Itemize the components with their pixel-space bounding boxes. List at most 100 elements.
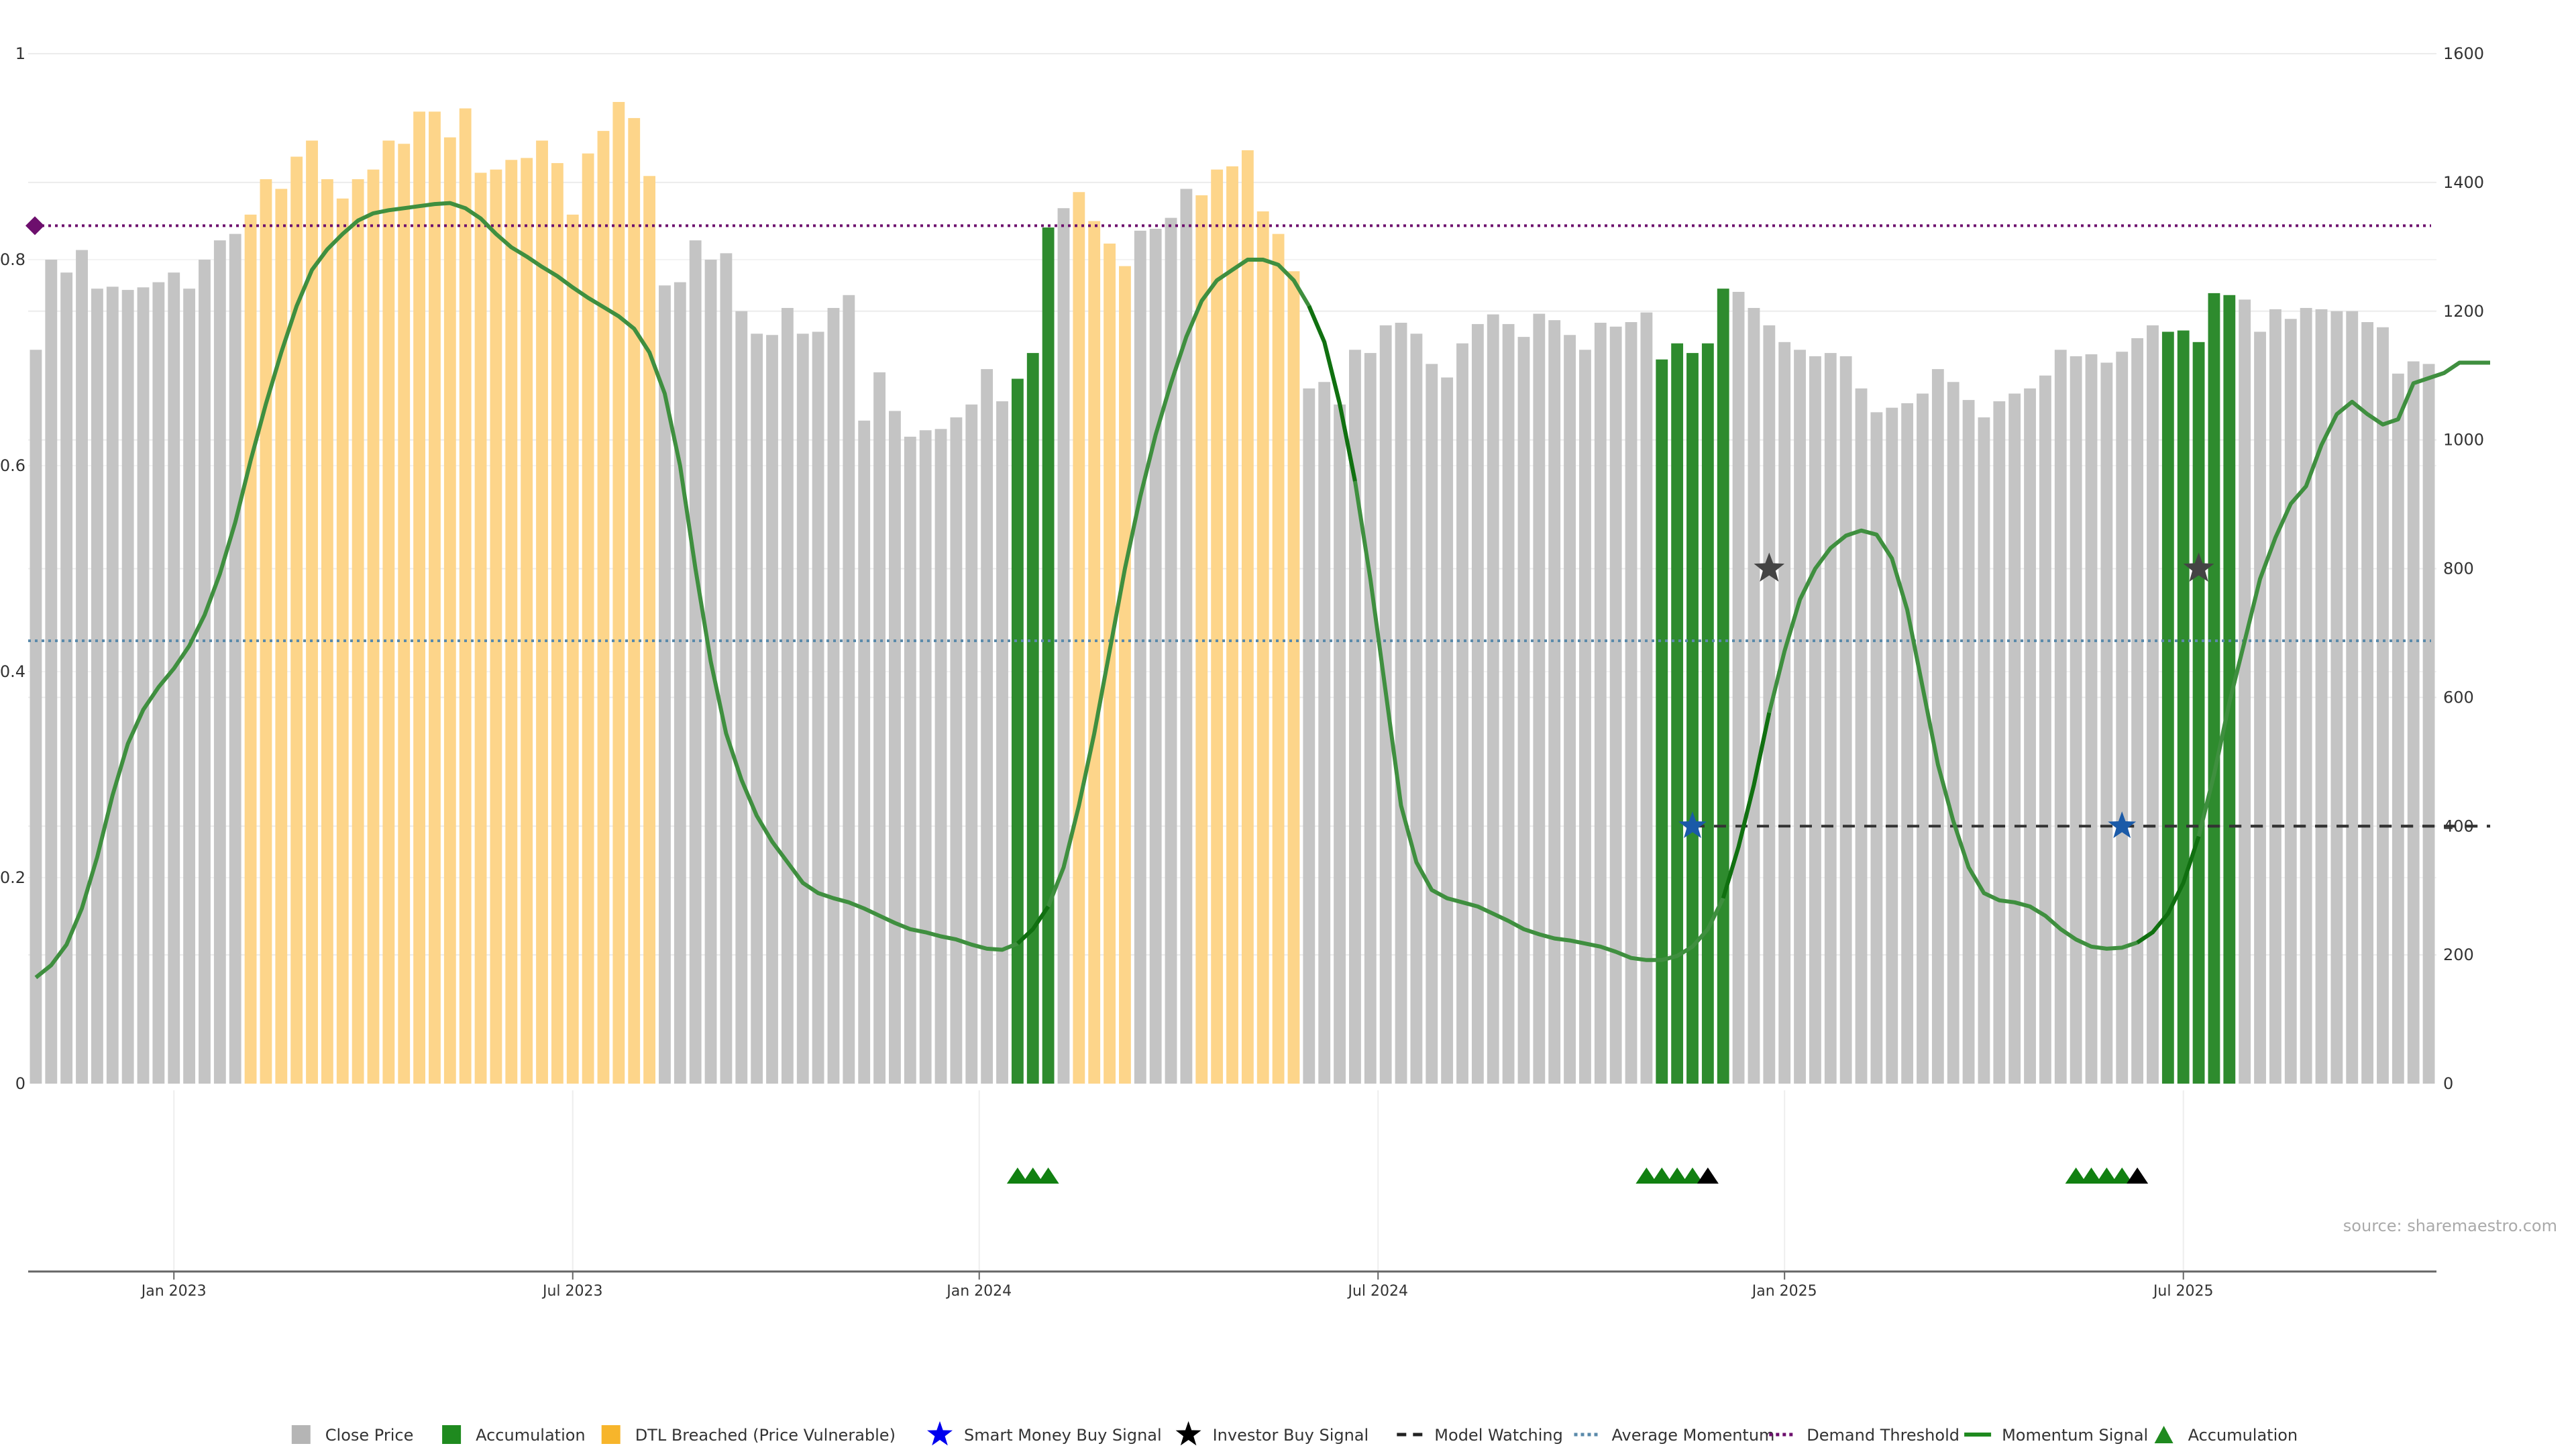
legend-label-7: Demand Threshold (1807, 1426, 1960, 1445)
legend-item-4[interactable]: Investor Buy Signal (1175, 1421, 1369, 1446)
bar-grey-97 (1517, 337, 1530, 1084)
bar-dtl-69 (1088, 221, 1101, 1084)
bar-grey-91 (1426, 364, 1438, 1084)
legend-swatch-star-4 (1175, 1421, 1201, 1446)
axes: Jan 2023 Jul 2023 Jan 2024 Jul 2024 Jan 2025… (0, 44, 2484, 1300)
bar-grey-7 (137, 287, 150, 1084)
bar-grey-134 (2085, 354, 2098, 1084)
x-tick-label-3: Jul 2024 (1346, 1283, 1408, 1300)
bar-dtl-78 (1226, 166, 1238, 1084)
bar-dtl-37 (597, 131, 610, 1084)
bar-grey-151 (2346, 311, 2359, 1084)
legend[interactable]: Close Price Accumulation DTL Breached (Pri… (291, 1421, 2298, 1446)
accumulation-triangle-9 (2080, 1168, 2102, 1184)
legend-swatch-square-0 (291, 1425, 311, 1444)
smart-money-signal-star-0 (1678, 811, 1707, 838)
bar-grey-93 (1456, 343, 1468, 1084)
accumulation-triangle-7 (1697, 1168, 1719, 1184)
legend-label-0: Close Price (325, 1426, 414, 1445)
bar-dtl-23 (382, 140, 395, 1084)
bar-grey-45 (720, 253, 733, 1084)
bar-grey-41 (659, 285, 671, 1084)
bar-grey-74 (1165, 217, 1177, 1084)
bar-grey-126 (1962, 400, 1975, 1084)
momentum-line-segment-2 (1721, 712, 1772, 899)
bar-dtl-81 (1272, 234, 1285, 1084)
bar-dtl-25 (413, 111, 426, 1084)
legend-item-3[interactable]: Smart Money Buy Signal (927, 1421, 1162, 1446)
accumulation-triangle-10 (2096, 1168, 2118, 1184)
legend-item-7[interactable]: Demand Threshold (1769, 1426, 1960, 1445)
legend-item-9[interactable]: Accumulation (2154, 1426, 2298, 1445)
x-tick-label-5: Jul 2025 (2152, 1283, 2214, 1300)
right-tick-label-0: 0 (2443, 1074, 2453, 1093)
accumulation-triangle-3 (1635, 1168, 1658, 1184)
reference-lines (25, 216, 2491, 828)
bar-dtl-80 (1256, 211, 1269, 1084)
bar-grey-46 (735, 311, 748, 1084)
momentum-line-segment-0 (1016, 905, 1051, 945)
bar-grey-73 (1149, 228, 1162, 1084)
bar-grey-111 (1732, 291, 1745, 1084)
legend-item-0[interactable]: Close Price (291, 1425, 414, 1445)
left-tick-label-0: 0 (15, 1074, 25, 1093)
right-tick-label-4: 800 (2443, 560, 2474, 578)
bar-accum-106 (1656, 359, 1668, 1084)
bar-grey-132 (2054, 350, 2067, 1084)
legend-item-1[interactable]: Accumulation (442, 1425, 586, 1445)
momentum-series (34, 201, 2490, 980)
investor-signal-star-0 (1754, 552, 1785, 582)
bar-grey-123 (1917, 393, 1929, 1084)
bar-dtl-79 (1241, 150, 1254, 1084)
smart-money-signal-star-1 (2108, 811, 2137, 838)
bar-accum-143 (2223, 295, 2236, 1084)
legend-item-6[interactable]: Average Momentum (1574, 1426, 1775, 1445)
accumulation-triangle-0 (1006, 1168, 1028, 1184)
accumulation-triangle-5 (1666, 1168, 1688, 1184)
bar-grey-49 (781, 307, 794, 1084)
demand-threshold-diamond (25, 216, 44, 236)
bar-grey-114 (1778, 342, 1791, 1084)
legend-label-9: Accumulation (2188, 1426, 2298, 1445)
bar-dtl-28 (459, 108, 472, 1084)
investor-signal-star-1 (2183, 552, 2214, 582)
bar-grey-95 (1487, 314, 1499, 1084)
x-tick-label-0: Jan 2023 (140, 1283, 207, 1300)
right-tick-label-7: 1400 (2443, 173, 2484, 192)
bar-grey-130 (2024, 388, 2036, 1084)
bar-grey-11 (199, 260, 211, 1084)
legend-label-8: Momentum Signal (2002, 1426, 2148, 1445)
bar-grey-75 (1180, 189, 1193, 1084)
left-tick-label-4: 0.8 (0, 250, 25, 269)
bar-dtl-27 (443, 137, 456, 1084)
bar-accum-109 (1701, 343, 1714, 1084)
legend-item-2[interactable]: DTL Breached (Price Vulnerable) (601, 1425, 896, 1445)
bar-dtl-29 (474, 172, 487, 1084)
left-tick-label-2: 0.4 (0, 662, 25, 681)
legend-item-5[interactable]: Model Watching (1397, 1426, 1563, 1445)
bar-grey-89 (1395, 323, 1407, 1084)
bar-grey-51 (812, 331, 824, 1084)
right-tick-label-8: 1600 (2443, 44, 2484, 63)
bar-accum-66 (1042, 227, 1055, 1084)
legend-item-8[interactable]: Momentum Signal (1964, 1426, 2148, 1445)
bar-grey-103 (1609, 326, 1622, 1084)
bar-dtl-38 (612, 101, 625, 1084)
bar-accum-141 (2192, 342, 2205, 1084)
accumulation-triangle-4 (1651, 1168, 1673, 1184)
bar-grey-48 (766, 335, 778, 1084)
bar-grey-121 (1886, 407, 1898, 1084)
bar-grey-118 (1839, 356, 1852, 1084)
left-tick-label-5: 1 (15, 44, 25, 63)
bar-grey-94 (1471, 323, 1484, 1084)
bar-grey-154 (2392, 373, 2404, 1084)
bar-grey-156 (2422, 364, 2435, 1084)
bar-dtl-21 (352, 179, 364, 1084)
bar-grey-144 (2239, 299, 2251, 1084)
bar-grey-84 (1318, 382, 1331, 1084)
bar-grey-47 (751, 333, 763, 1084)
bar-grey-72 (1134, 230, 1146, 1084)
bar-grey-57 (904, 436, 916, 1084)
bar-grey-83 (1303, 388, 1316, 1084)
